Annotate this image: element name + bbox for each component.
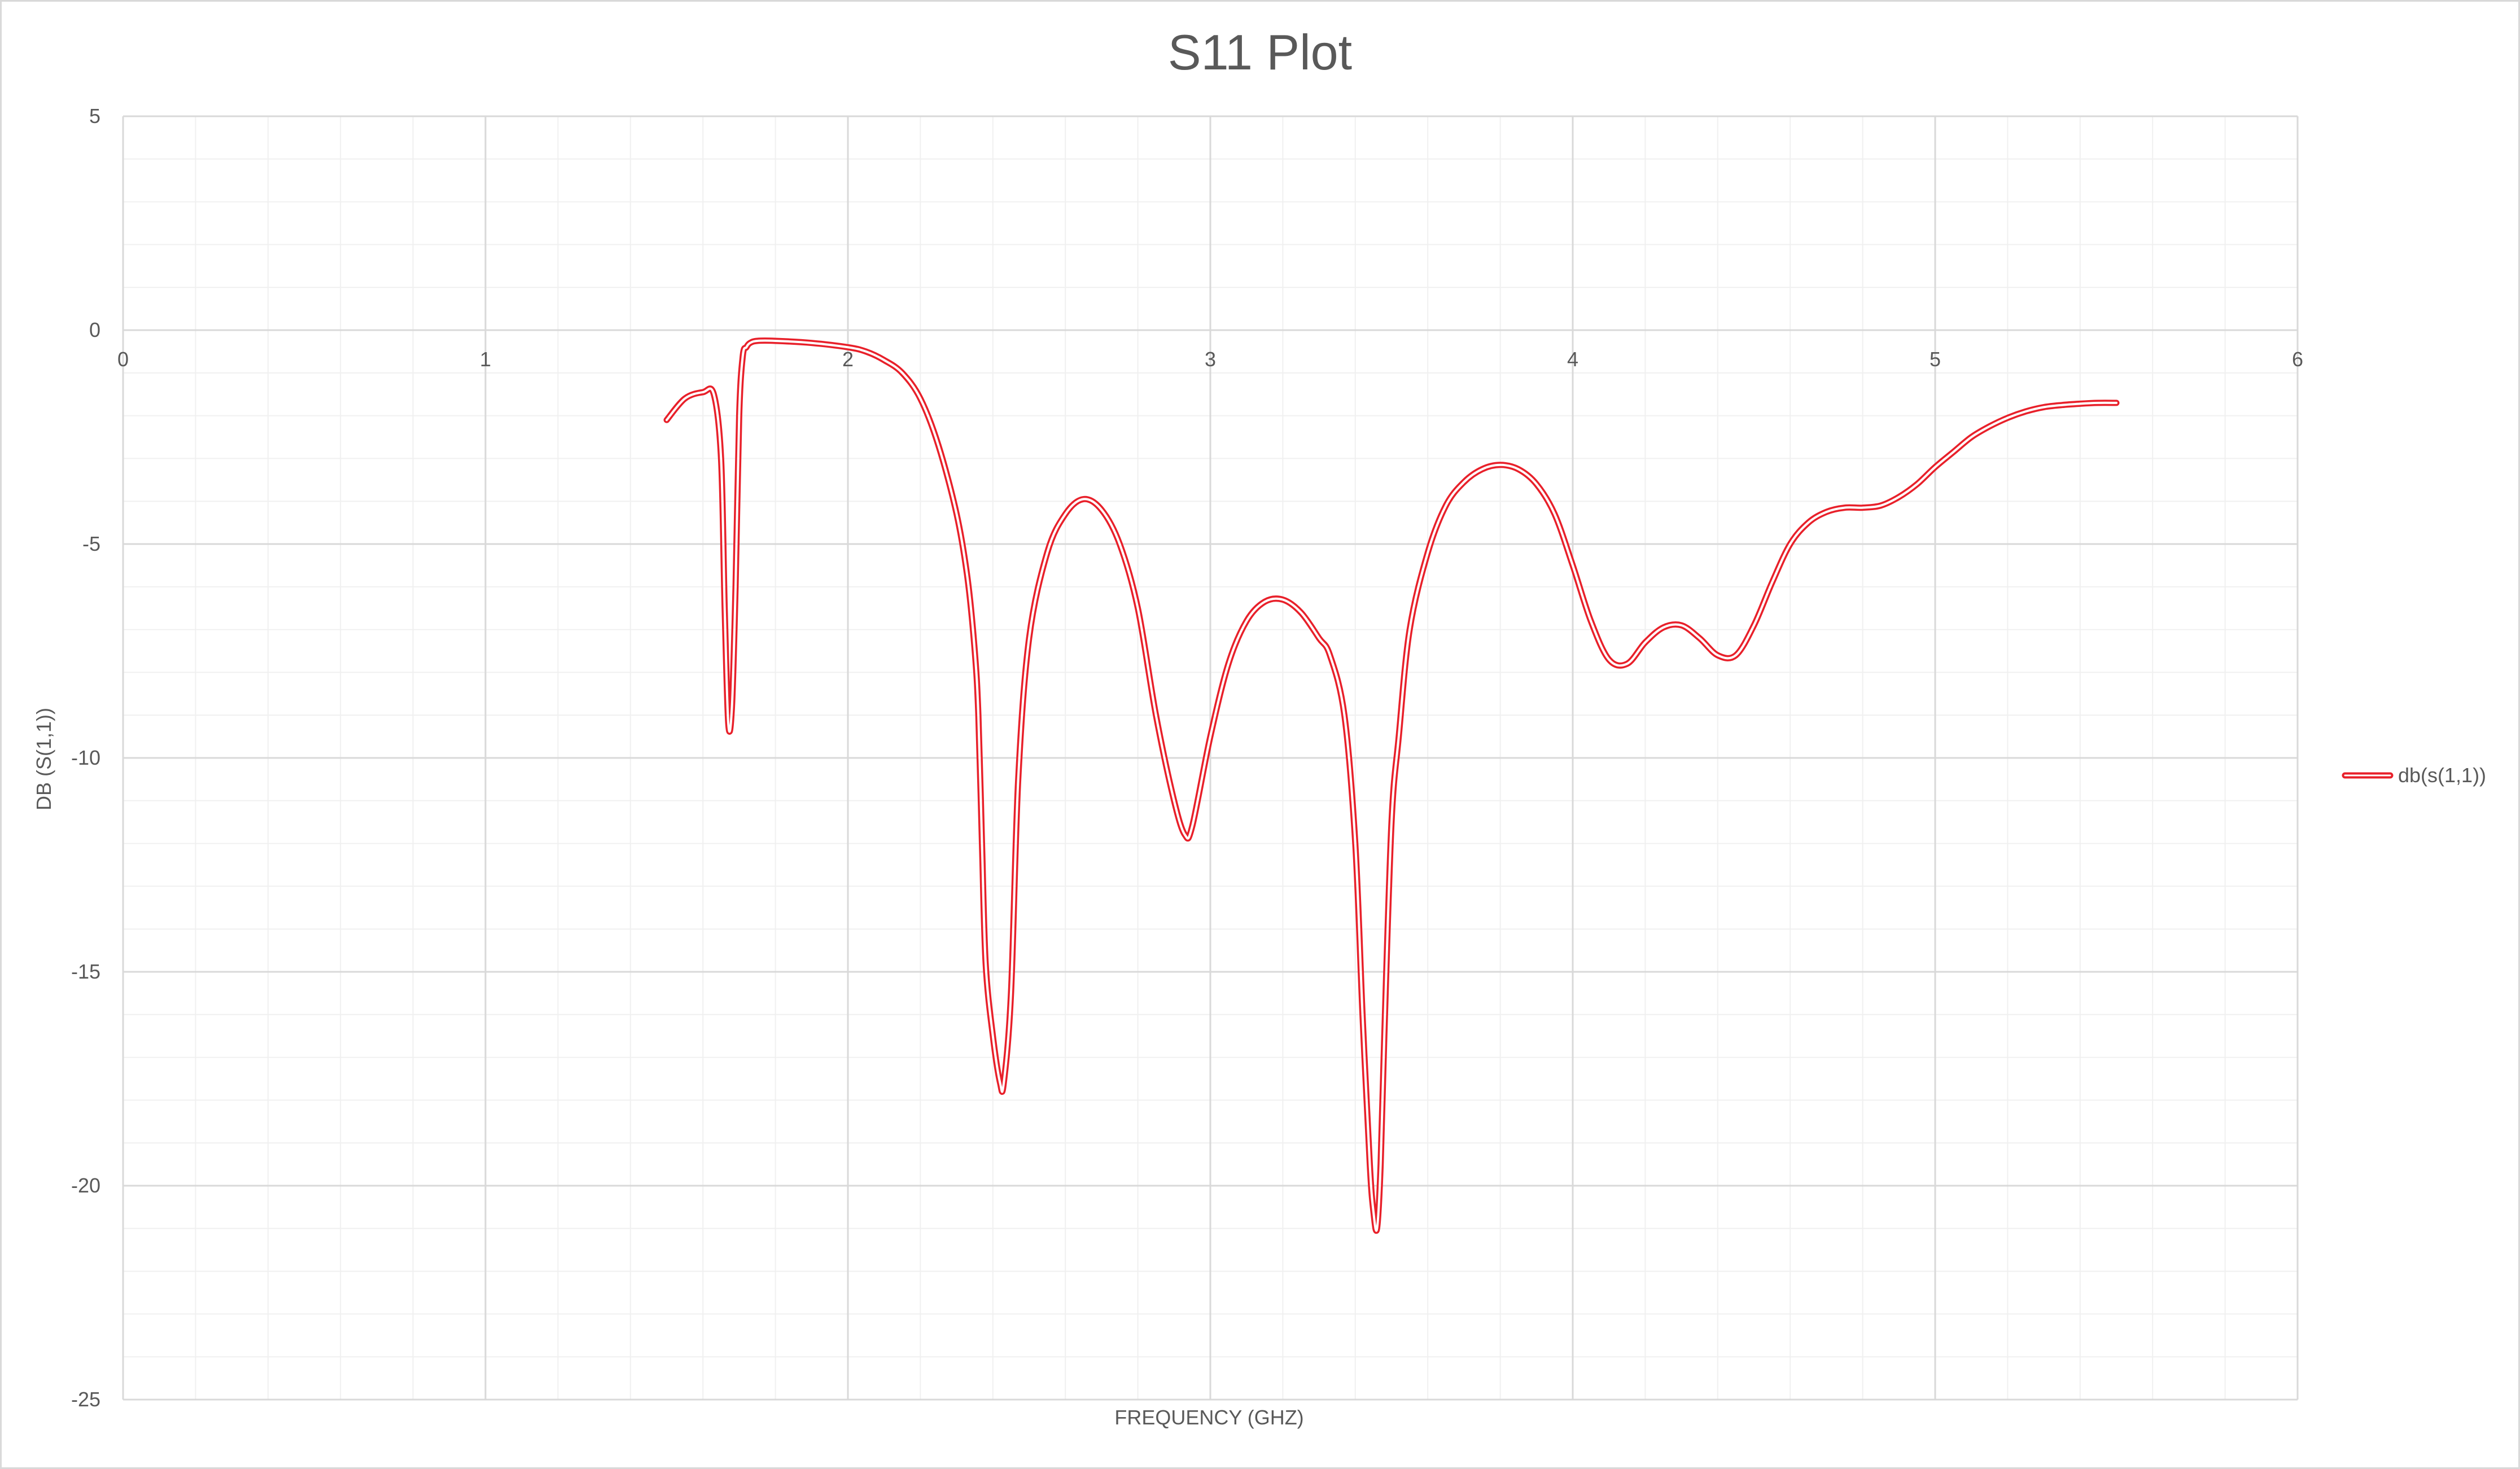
series-line-core — [666, 339, 2118, 1232]
x-tick-label: 0 — [117, 348, 129, 371]
y-tick-label: -15 — [71, 960, 100, 983]
x-tick-label: 3 — [1205, 348, 1216, 371]
x-tick-label: 5 — [1930, 348, 1941, 371]
x-axis-title: FREQUENCY (GHZ) — [1114, 1406, 1303, 1429]
y-tick-label: 5 — [89, 104, 100, 128]
y-tick-label: -20 — [71, 1174, 100, 1197]
major-grid — [122, 115, 2299, 1401]
x-tick-label: 1 — [480, 348, 491, 371]
y-tick-label: -25 — [71, 1388, 100, 1411]
chart-title: S11 Plot — [1168, 24, 1352, 80]
x-tick-label: 2 — [842, 348, 854, 371]
series-line-outline — [663, 337, 2120, 1234]
y-tick-label: -5 — [82, 532, 100, 555]
x-tick-label: 6 — [2292, 348, 2303, 371]
tick-labels: 5 0 -5 -10 -15 -20 -25 0 1 2 3 4 5 6 — [71, 104, 2303, 1411]
y-tick-label: 0 — [89, 318, 100, 341]
legend: db(s(1,1)) — [2342, 764, 2486, 787]
x-tick-label: 4 — [1567, 348, 1578, 371]
y-axis-title: DB (S(1,1)) — [32, 708, 55, 810]
series-layer — [663, 337, 2120, 1234]
legend-label: db(s(1,1)) — [2398, 764, 2486, 787]
y-tick-label: -10 — [71, 746, 100, 769]
